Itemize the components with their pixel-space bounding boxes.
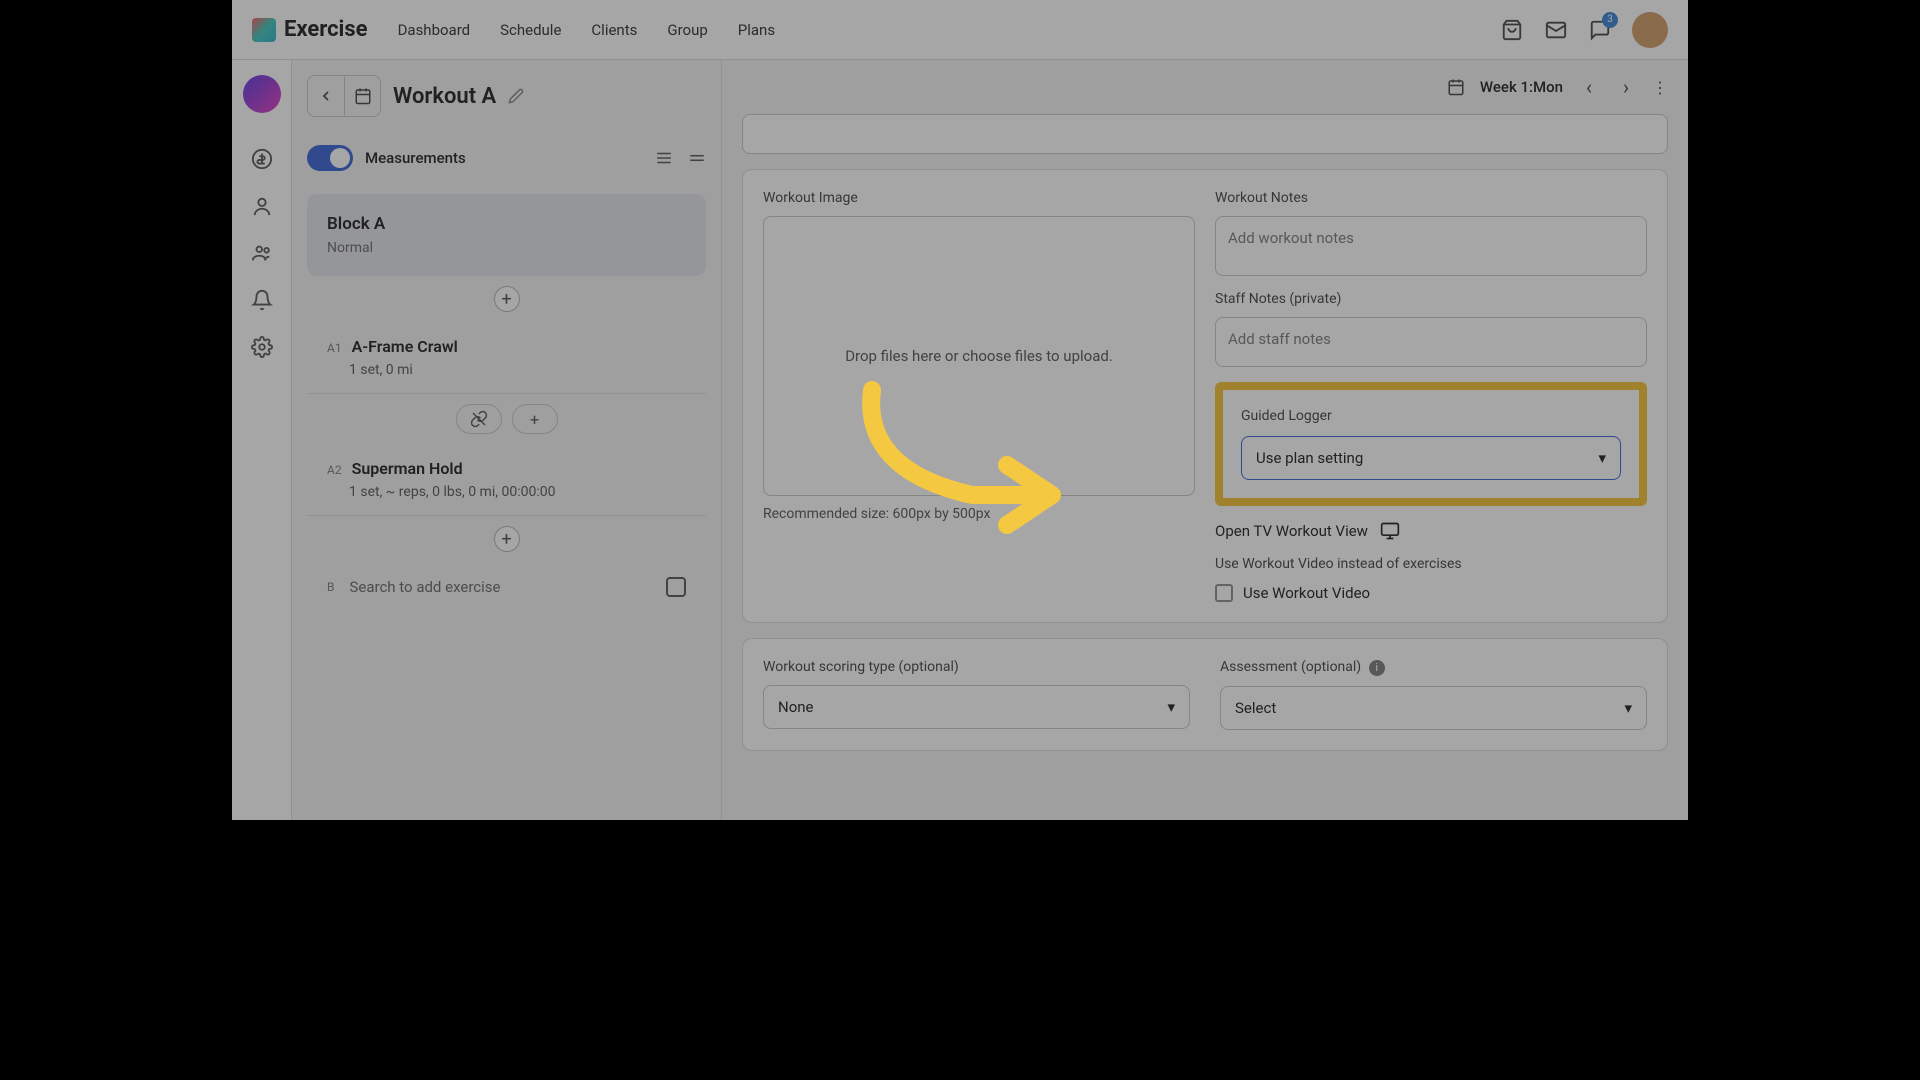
search-exercise-input[interactable] bbox=[349, 578, 651, 596]
more-options-button[interactable]: ⋮ bbox=[1652, 78, 1668, 97]
image-dropzone[interactable]: Drop files here or choose files to uploa… bbox=[763, 216, 1195, 496]
nav-dashboard[interactable]: Dashboard bbox=[398, 21, 471, 39]
scoring-select[interactable]: None ▾ bbox=[763, 685, 1190, 729]
nav-plans[interactable]: Plans bbox=[738, 21, 775, 39]
edit-icon[interactable] bbox=[508, 88, 524, 104]
tv-icon[interactable] bbox=[1380, 521, 1400, 541]
guided-logger-highlight: Guided Logger Use plan setting ▾ bbox=[1215, 382, 1647, 506]
nav-group[interactable]: Group bbox=[667, 21, 707, 39]
back-button[interactable] bbox=[308, 76, 344, 116]
nav-clients[interactable]: Clients bbox=[591, 21, 637, 39]
exercise-row[interactable]: A1 A-Frame Crawl 1 set, 0 mi bbox=[307, 322, 706, 394]
workout-image-label: Workout Image bbox=[763, 190, 1195, 206]
nav-links: Dashboard Schedule Clients Group Plans bbox=[398, 21, 776, 39]
gear-icon[interactable] bbox=[251, 336, 273, 358]
use-video-label: Use Workout Video bbox=[1243, 584, 1370, 602]
block-title: Block A bbox=[327, 214, 686, 234]
workout-notes-input[interactable]: Add workout notes bbox=[1215, 216, 1647, 276]
list-view-icon[interactable] bbox=[655, 149, 673, 167]
client-badge-icon[interactable] bbox=[243, 75, 281, 113]
add-exercise-button[interactable]: + bbox=[494, 526, 520, 552]
exercise-name: A-Frame Crawl bbox=[352, 337, 458, 356]
chat-icon[interactable]: 3 bbox=[1588, 18, 1612, 42]
assessment-select[interactable]: Select ▾ bbox=[1220, 686, 1647, 730]
shopping-icon[interactable] bbox=[1500, 18, 1524, 42]
brand-logo[interactable]: Exercise bbox=[252, 17, 368, 42]
exercise-row[interactable]: A2 Superman Hold 1 set, ~ reps, 0 lbs, 0… bbox=[307, 444, 706, 516]
top-nav: Exercise Dashboard Schedule Clients Grou… bbox=[232, 0, 1688, 60]
tv-workout-label: Open TV Workout View bbox=[1215, 522, 1368, 540]
scoring-label: Workout scoring type (optional) bbox=[763, 659, 1190, 675]
left-panel: Workout A Measurements Block A Normal bbox=[292, 60, 722, 820]
block-card[interactable]: Block A Normal bbox=[307, 194, 706, 276]
compact-view-icon[interactable] bbox=[688, 149, 706, 167]
use-video-checkbox[interactable] bbox=[1215, 584, 1233, 602]
search-checkbox[interactable] bbox=[666, 577, 686, 597]
exercise-detail: 1 set, ~ reps, 0 lbs, 0 mi, 00:00:00 bbox=[349, 484, 686, 500]
people-icon[interactable] bbox=[251, 242, 273, 264]
next-week-button[interactable]: › bbox=[1615, 75, 1637, 99]
chevron-down-icon: ▾ bbox=[1624, 699, 1632, 717]
prev-week-button[interactable]: ‹ bbox=[1578, 75, 1600, 99]
mail-icon[interactable] bbox=[1544, 18, 1568, 42]
brand-name: Exercise bbox=[284, 17, 368, 42]
info-icon[interactable]: i bbox=[1369, 660, 1385, 676]
bell-icon[interactable] bbox=[251, 289, 273, 311]
side-nav bbox=[232, 60, 292, 820]
measurements-label: Measurements bbox=[365, 149, 466, 167]
logo-icon bbox=[252, 18, 276, 42]
dollar-icon[interactable] bbox=[251, 148, 273, 170]
user-avatar[interactable] bbox=[1632, 12, 1668, 48]
notification-badge: 3 bbox=[1602, 12, 1618, 28]
right-panel: Week 1:Mon ‹ › ⋮ Workout Image Drop file… bbox=[722, 60, 1688, 820]
video-section-heading: Use Workout Video instead of exercises bbox=[1215, 556, 1647, 572]
search-prefix: B bbox=[327, 580, 334, 594]
staff-notes-input[interactable]: Add staff notes bbox=[1215, 317, 1647, 367]
add-block-button[interactable]: + bbox=[494, 286, 520, 312]
chevron-down-icon: ▾ bbox=[1167, 698, 1175, 716]
block-subtitle: Normal bbox=[327, 240, 686, 256]
chevron-down-icon: ▾ bbox=[1598, 449, 1606, 467]
image-size-hint: Recommended size: 600px by 500px bbox=[763, 506, 1195, 522]
calendar-button[interactable] bbox=[344, 76, 380, 116]
assessment-label: Assessment (optional) i bbox=[1220, 659, 1647, 676]
measurements-toggle[interactable] bbox=[307, 145, 353, 171]
staff-notes-label: Staff Notes (private) bbox=[1215, 291, 1647, 307]
unlink-button[interactable] bbox=[456, 404, 502, 434]
calendar-icon bbox=[1447, 78, 1465, 96]
add-exercise-button[interactable]: + bbox=[512, 404, 558, 434]
person-icon[interactable] bbox=[251, 195, 273, 217]
exercise-detail: 1 set, 0 mi bbox=[349, 362, 686, 378]
exercise-number: A1 bbox=[327, 341, 342, 355]
search-exercise-row: B bbox=[307, 562, 706, 612]
exercise-name: Superman Hold bbox=[352, 459, 463, 478]
workout-notes-label: Workout Notes bbox=[1215, 190, 1647, 206]
nav-schedule[interactable]: Schedule bbox=[500, 21, 561, 39]
guided-logger-select[interactable]: Use plan setting ▾ bbox=[1241, 436, 1621, 480]
guided-logger-label: Guided Logger bbox=[1241, 408, 1621, 424]
workout-title: Workout A bbox=[393, 84, 496, 109]
exercise-number: A2 bbox=[327, 463, 342, 477]
week-label: Week 1:Mon bbox=[1480, 78, 1563, 96]
description-field[interactable] bbox=[742, 114, 1668, 154]
